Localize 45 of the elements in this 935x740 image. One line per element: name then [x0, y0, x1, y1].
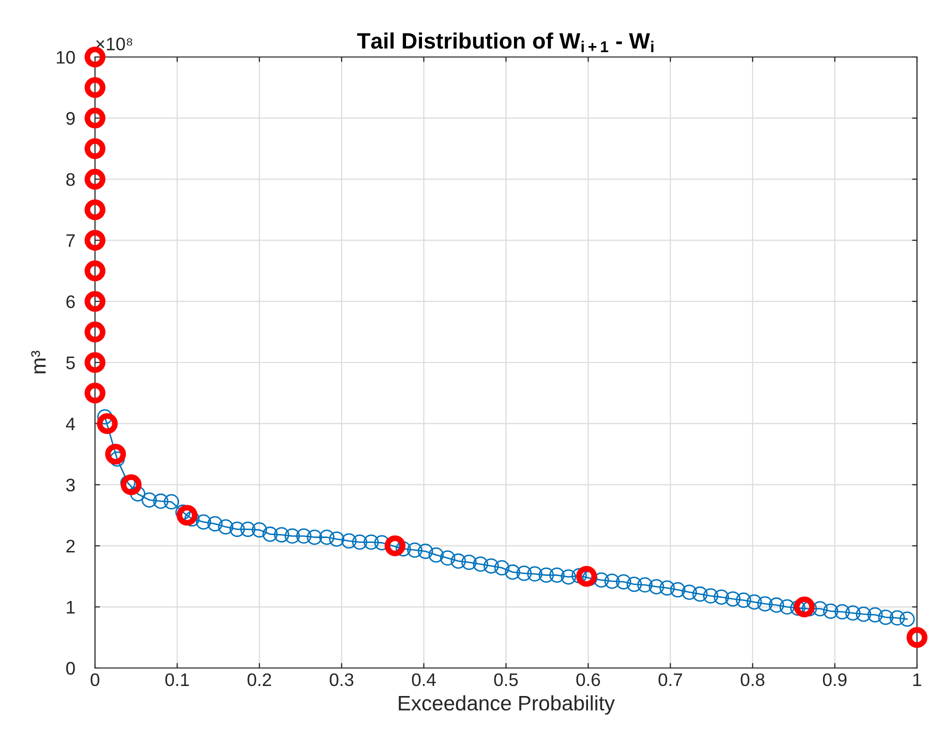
point [84, 138, 106, 160]
y-tick-label: 8 [66, 173, 75, 186]
x-tick-label: 0.1 [165, 673, 189, 686]
point [84, 382, 106, 404]
y-tick-label: 7 [66, 234, 75, 247]
point [906, 627, 928, 648]
x-tick-label: 0.5 [494, 673, 518, 686]
x-tick-label: 0.6 [576, 673, 600, 686]
text: ×10⁸ [96, 38, 132, 50]
point [84, 199, 106, 220]
y-tick-label: 6 [66, 295, 75, 308]
x-tick-label: 0.2 [248, 673, 272, 686]
x-tick-label: 0.9 [822, 673, 846, 686]
y-tick-label: 5 [66, 356, 75, 370]
point [84, 260, 106, 282]
chart-title: Tail Distribution of W$_{i+1}$ - W$_{i}$ [357, 32, 654, 52]
x-tick-label: 0.7 [658, 673, 682, 686]
point [84, 322, 106, 342]
x-tick-label: 0.8 [740, 673, 764, 686]
point [384, 535, 406, 556]
point [84, 352, 106, 373]
x-tick-label: 1 [913, 674, 922, 686]
point [84, 77, 106, 98]
y-tick-label: 0 [66, 662, 75, 675]
point [120, 474, 142, 496]
point [96, 413, 118, 434]
x-tick-label: 0 [90, 673, 100, 686]
y-tick-label: 10 [56, 50, 75, 64]
point [84, 230, 106, 251]
point [576, 566, 597, 587]
y-tick-label: 1 [66, 601, 75, 614]
y-axis-title: m³ [31, 350, 46, 374]
y-tick-label: 2 [66, 540, 75, 552]
point [84, 290, 106, 312]
point [105, 444, 126, 465]
x-axis-title: Exceedance Probability [398, 695, 615, 715]
x-tick-label: 0.4 [412, 673, 436, 686]
y-tick-label: 3 [66, 478, 75, 492]
y-tick-label: 9 [66, 112, 75, 125]
x-tick-label: 0.3 [330, 673, 354, 686]
y-tick-label: 4 [66, 418, 76, 430]
point [176, 504, 198, 526]
point [84, 108, 106, 129]
point [84, 168, 106, 190]
point [794, 596, 815, 618]
